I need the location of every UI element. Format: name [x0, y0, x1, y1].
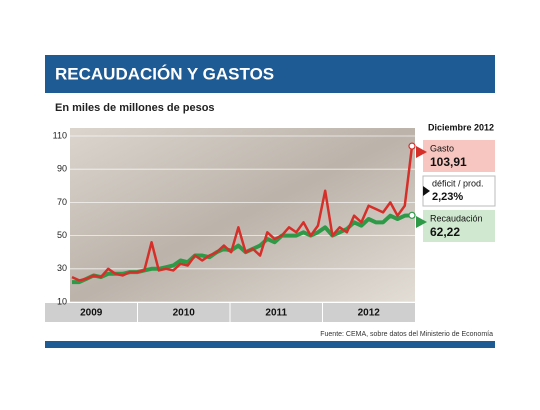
source: Fuente: CEMA, sobre datos del Ministerio…	[320, 331, 493, 338]
header-band	[45, 55, 495, 93]
callout-value: 103,91	[430, 155, 467, 169]
legend-label: Recaudación	[430, 213, 483, 223]
subtitle: En miles de millones de pesos	[55, 102, 215, 114]
callout-arrow	[416, 146, 427, 158]
y-tick-label: 90	[57, 164, 67, 174]
end-marker	[408, 142, 416, 150]
annotation-value: 2,23%	[432, 191, 463, 203]
x-group-label: 2010	[173, 308, 196, 319]
callout-box	[423, 210, 495, 242]
title: RECAUDACIÓN Y GASTOS	[55, 64, 274, 83]
y-tick-label: 10	[57, 296, 67, 306]
callout-title: Diciembre 2012	[428, 122, 494, 132]
y-tick-label: 110	[53, 130, 67, 140]
callout-arrow	[416, 216, 427, 228]
y-tick-label: 70	[57, 197, 67, 207]
footer-band	[45, 341, 495, 348]
callout-box	[423, 140, 495, 172]
annotation-arrow	[423, 186, 430, 196]
end-marker	[408, 211, 416, 219]
y-tick-label: 50	[57, 230, 67, 240]
y-tick-label: 30	[57, 263, 67, 273]
x-group-label: 2009	[80, 308, 103, 319]
series-line	[71, 145, 414, 282]
x-group-label: 2011	[265, 308, 287, 319]
x-group-label: 2012	[358, 308, 381, 319]
callout-value: 62,22	[430, 225, 460, 239]
annotation-box	[422, 175, 496, 207]
annotation-label: déficit / prod.	[432, 178, 484, 188]
legend-label: Gasto	[430, 143, 454, 153]
